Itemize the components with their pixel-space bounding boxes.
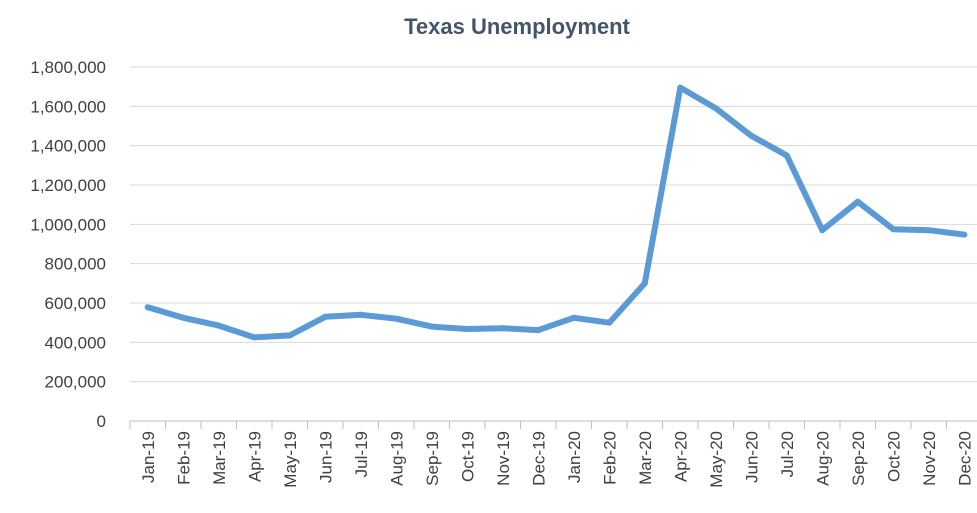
y-tick-label: 1,600,000 <box>30 97 106 116</box>
y-tick-label: 1,400,000 <box>30 137 106 156</box>
x-tick-label: Nov-20 <box>920 431 939 486</box>
x-tick-label: Aug-20 <box>813 431 832 486</box>
x-tick-label: Jan-20 <box>565 431 584 483</box>
data-point <box>677 84 684 91</box>
data-point <box>961 231 968 238</box>
x-tick-label: Oct-20 <box>884 431 903 482</box>
y-tick-label: 1,200,000 <box>30 176 106 195</box>
data-point <box>641 280 648 287</box>
data-point <box>144 304 151 311</box>
x-tick-label: Apr-19 <box>245 431 264 482</box>
x-tick-label: Feb-20 <box>600 431 619 485</box>
x-tick-label: Jan-19 <box>139 431 158 483</box>
x-tick-label: Dec-20 <box>955 431 974 486</box>
x-tick-label: Feb-19 <box>174 431 193 485</box>
x-tick-label: Sep-19 <box>423 431 442 486</box>
data-point <box>215 322 222 329</box>
data-point <box>393 315 400 322</box>
data-point <box>535 327 542 334</box>
data-point <box>286 332 293 339</box>
data-point <box>606 319 613 326</box>
data-point <box>925 227 932 234</box>
x-tick-label: May-20 <box>707 431 726 488</box>
x-tick-label: Apr-20 <box>671 431 690 482</box>
series-line <box>144 84 968 341</box>
x-tick-label: Sep-20 <box>849 431 868 486</box>
x-tick-label: Mar-19 <box>210 431 229 485</box>
data-point <box>251 334 258 341</box>
x-tick-label: Aug-19 <box>387 431 406 486</box>
data-point <box>464 325 471 332</box>
x-tick-label: Jun-19 <box>316 431 335 483</box>
data-point <box>428 323 435 330</box>
y-tick-label: 600,000 <box>45 294 106 313</box>
x-tick-label: Jul-19 <box>352 431 371 477</box>
x-tick-label: Jul-20 <box>778 431 797 477</box>
chart-title: Texas Unemployment <box>404 14 630 39</box>
data-point <box>357 311 364 318</box>
y-tick-label: 400,000 <box>45 333 106 352</box>
y-tick-label: 0 <box>97 412 106 431</box>
data-point <box>570 314 577 321</box>
x-tick-label: Nov-19 <box>494 431 513 486</box>
data-point <box>180 314 187 321</box>
data-point <box>783 152 790 159</box>
x-tick-label: Mar-20 <box>636 431 655 485</box>
data-point <box>854 198 861 205</box>
data-point <box>712 105 719 112</box>
data-point <box>499 325 506 332</box>
y-tick-label: 800,000 <box>45 255 106 274</box>
data-point <box>748 132 755 139</box>
y-tick-label: 1,800,000 <box>30 58 106 77</box>
data-point <box>819 227 826 234</box>
y-tick-label: 200,000 <box>45 373 106 392</box>
y-tick-label: 1,000,000 <box>30 215 106 234</box>
data-point <box>890 226 897 233</box>
x-tick-label: May-19 <box>281 431 300 488</box>
data-point <box>322 313 329 320</box>
x-tick-label: Dec-19 <box>529 431 548 486</box>
x-tick-label: Jun-20 <box>742 431 761 483</box>
x-tick-label: Oct-19 <box>458 431 477 482</box>
